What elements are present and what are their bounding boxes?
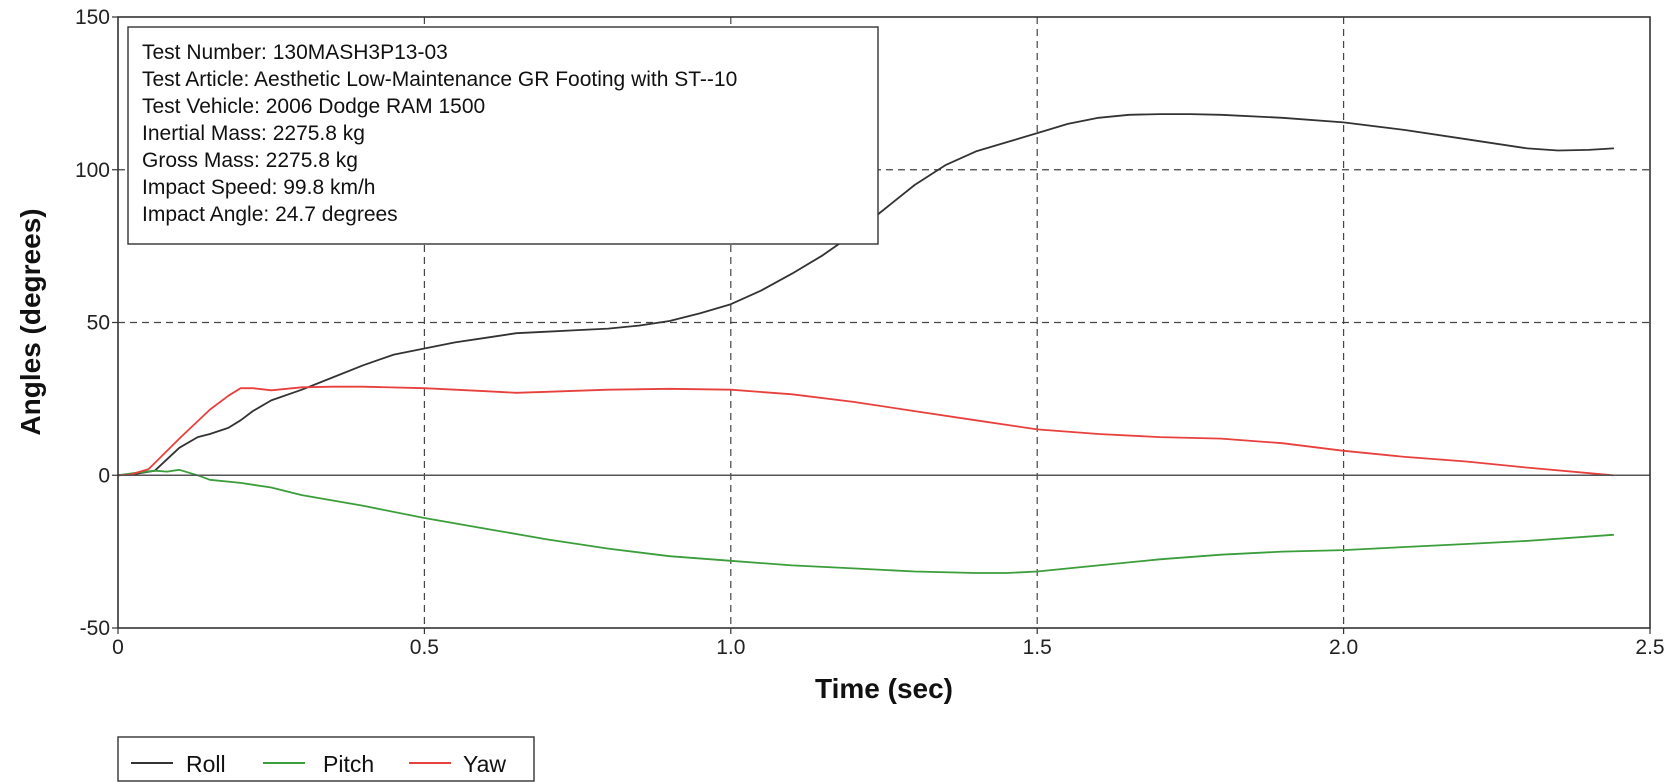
info-test-vehicle: Test Vehicle: 2006 Dodge RAM 1500 [142,95,485,118]
x-tick-label: 2.5 [1635,636,1664,659]
info-impact-speed: Impact Speed: 99.8 km/h [142,176,375,199]
y-tick-label: 150 [75,6,110,29]
x-axis-title: Time (sec) [815,673,953,704]
x-tick-label: 1.0 [716,636,745,659]
info-gross-mass: Gross Mass: 2275.8 kg [142,149,358,172]
y-tick-label: 100 [75,159,110,182]
x-tick-label: 0.5 [410,636,439,659]
y-axis-title: Angles (degrees) [15,208,46,435]
info-inertial-mass: Inertial Mass: 2275.8 kg [142,122,365,145]
legend-frame [117,736,535,782]
info-test-number: Test Number: 130MASH3P13-03 [142,41,448,64]
series-group [117,113,1615,574]
legend-label-roll: Roll [186,751,226,777]
info-box: Test Number: 130MASH3P13-03 Test Article… [127,26,879,245]
x-tick-label: 1.5 [1023,636,1052,659]
y-tick-label: -50 [80,617,110,640]
y-axis-ticks: -50 0 50 100 150 [75,6,118,640]
x-tick-label: 0 [112,636,124,659]
info-impact-angle: Impact Angle: 24.7 degrees [142,203,398,226]
info-test-article: Test Article: Aesthetic Low-Maintenance … [142,68,737,91]
series-line-yaw [117,385,1615,477]
x-tick-label: 2.0 [1329,636,1358,659]
series-line-roll [117,113,1615,477]
y-tick-label: 0 [98,464,110,487]
legend-label-yaw: Yaw [463,751,506,777]
legend-label-pitch: Pitch [323,751,374,777]
info-box-frame [127,26,879,245]
x-axis-ticks: 0 0.5 1.0 1.5 2.0 2.5 [112,628,1665,659]
series-line-pitch [117,468,1615,574]
legend: Roll Pitch Yaw [117,736,535,782]
y-tick-label: 50 [87,312,110,335]
